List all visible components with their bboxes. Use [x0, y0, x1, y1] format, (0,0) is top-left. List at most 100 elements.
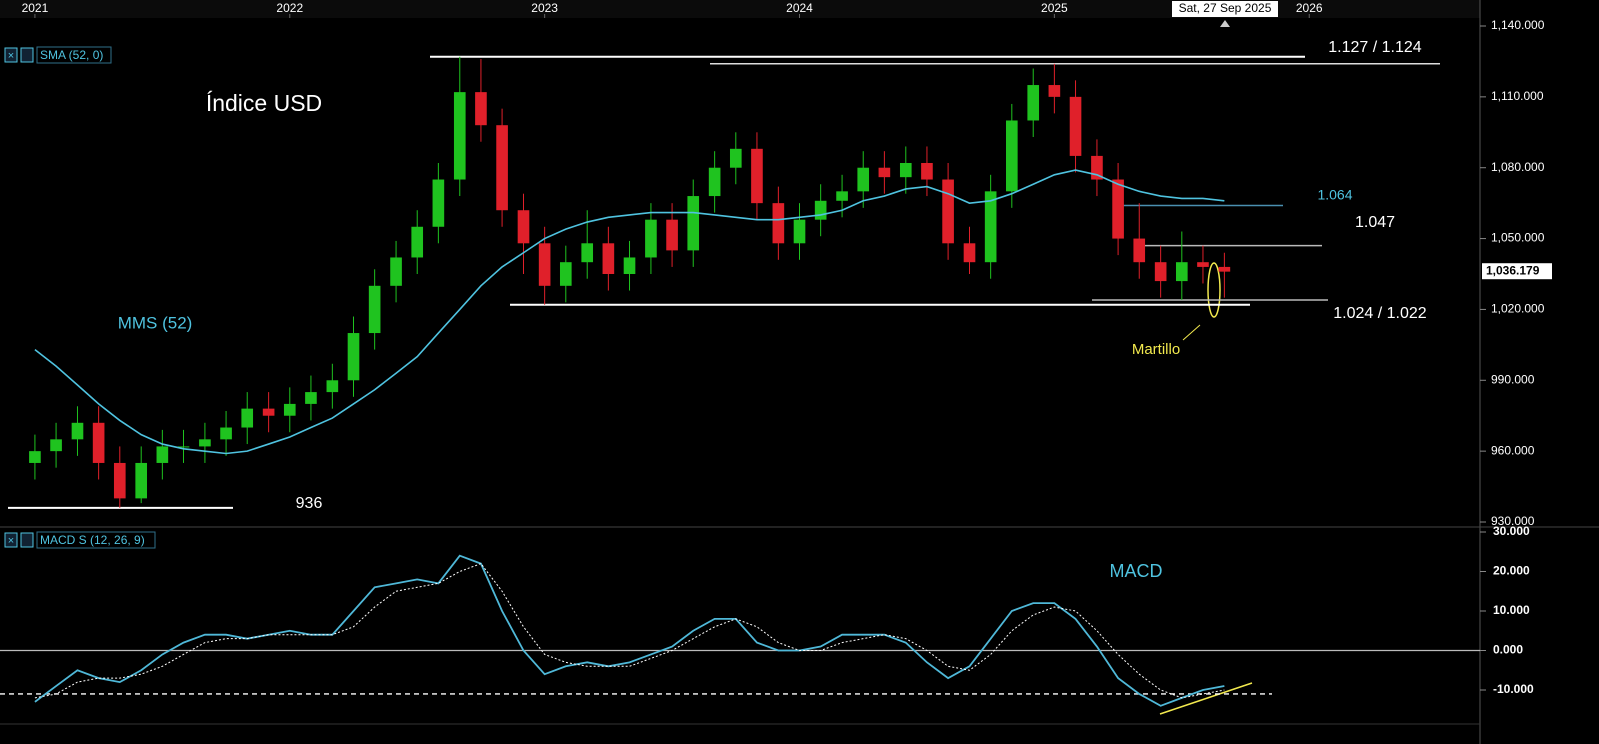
hammer-ellipse: [1207, 262, 1221, 318]
candle-body: [708, 167, 721, 197]
candle-body: [751, 148, 763, 204]
x-tick-label: 2024: [786, 1, 813, 15]
candle-body: [199, 439, 211, 447]
candle-body: [517, 210, 530, 244]
candle-body: [1027, 85, 1040, 121]
annotation: MACD: [1110, 561, 1163, 581]
date-marker: Sat, 27 Sep 2025: [1179, 1, 1272, 15]
level-label: 1.024 / 1.022: [1333, 305, 1427, 322]
candle-body: [538, 243, 551, 286]
candle-body: [836, 191, 848, 201]
candle-body: [793, 219, 806, 244]
y-tick-label: 990.000: [1491, 372, 1535, 386]
candle-body: [729, 148, 742, 168]
y-tick-label: 930.000: [1491, 514, 1535, 528]
sma-line: [34, 169, 1225, 455]
x-tick-label: 2023: [531, 1, 558, 15]
candle-body: [921, 162, 933, 180]
last-price-label: 1,036.179: [1486, 263, 1540, 277]
candle-body: [241, 408, 254, 428]
candle-body: [71, 422, 84, 440]
y-tick-label: 20.000: [1493, 564, 1530, 578]
candle-body: [581, 243, 594, 263]
candle-body: [857, 167, 870, 192]
candle-body: [475, 92, 487, 126]
legend-box: [36, 531, 156, 549]
level-label: 1.064: [1317, 187, 1352, 203]
y-tick-label: 0.000: [1493, 643, 1523, 657]
candle-body: [326, 380, 339, 393]
candle-body: [645, 219, 657, 258]
candle-body: [687, 196, 700, 251]
candle-body: [432, 179, 445, 227]
annotation: Martillo: [1132, 341, 1180, 358]
close-glyph[interactable]: ×: [8, 535, 14, 547]
candle-body: [390, 257, 402, 286]
macd-line: [34, 554, 1225, 707]
candle-body: [1091, 155, 1103, 180]
candle-body: [50, 439, 62, 452]
y-tick-label: -10.000: [1493, 682, 1534, 696]
macd-legend: MACD S (12, 26, 9): [40, 533, 145, 547]
candle-body: [1112, 179, 1124, 239]
date-marker-box: [1172, 1, 1278, 17]
legend-box: [36, 46, 112, 64]
candle-body: [1133, 238, 1146, 263]
candle-body: [1048, 85, 1061, 97]
close-icon[interactable]: [4, 47, 18, 63]
close-glyph[interactable]: ×: [8, 50, 14, 62]
candle-body: [283, 403, 296, 416]
y-tick-label: 1,140.000: [1491, 18, 1545, 32]
annotation: MMS (52): [118, 313, 193, 332]
candle-body: [1218, 266, 1231, 272]
candle-body: [1069, 96, 1082, 156]
y-tick-label: 1,050.000: [1491, 231, 1545, 245]
minimize-icon[interactable]: [20, 47, 34, 63]
time-axis-strip: [0, 0, 1480, 18]
candle-body: [92, 422, 105, 463]
signal-line: [34, 563, 1225, 699]
candle-body: [1175, 262, 1188, 282]
x-tick-label: 2026: [1296, 1, 1323, 15]
candle-body: [963, 243, 976, 263]
y-tick-label: 1,020.000: [1491, 302, 1545, 316]
candle-body: [177, 446, 190, 448]
candle-body: [942, 179, 954, 244]
y-tick-label: 1,110.000: [1491, 89, 1544, 103]
candle-body: [899, 162, 912, 178]
x-tick-label: 2025: [1041, 1, 1068, 15]
candle-body: [156, 446, 169, 463]
candle-body: [220, 427, 232, 440]
close-icon[interactable]: [4, 532, 18, 548]
level-label: 1.127 / 1.124: [1328, 39, 1422, 56]
candle-body: [262, 408, 275, 416]
candle-body: [29, 451, 41, 463]
candle-body: [878, 167, 891, 178]
level-label: 936: [296, 495, 323, 512]
level-label: 1.047: [1355, 214, 1395, 231]
candle-body: [411, 226, 424, 258]
candle-body: [305, 392, 317, 404]
candle-body: [1005, 120, 1018, 192]
y-tick-label: 30.000: [1493, 524, 1530, 538]
candle-body: [1154, 262, 1167, 282]
chart-title: Índice USD: [206, 90, 322, 116]
y-tick-label: 1,080.000: [1491, 160, 1545, 174]
sma-legend: SMA (52, 0): [40, 48, 103, 62]
candle-body: [814, 200, 827, 220]
annotation-pointer: [1182, 324, 1201, 341]
minimize-icon[interactable]: [20, 532, 34, 548]
trend-line: [1159, 682, 1253, 715]
candle-body: [368, 285, 381, 334]
x-tick-label: 2022: [276, 1, 303, 15]
candle-body: [347, 333, 360, 381]
candle-body: [1197, 262, 1209, 267]
candle-body: [113, 462, 126, 499]
candle-body: [623, 257, 636, 274]
candle-body: [135, 462, 148, 499]
x-tick-label: 2021: [22, 1, 49, 15]
y-tick-label: 10.000: [1493, 603, 1530, 617]
date-marker-arrow: [1220, 20, 1230, 27]
candle-body: [559, 262, 572, 286]
